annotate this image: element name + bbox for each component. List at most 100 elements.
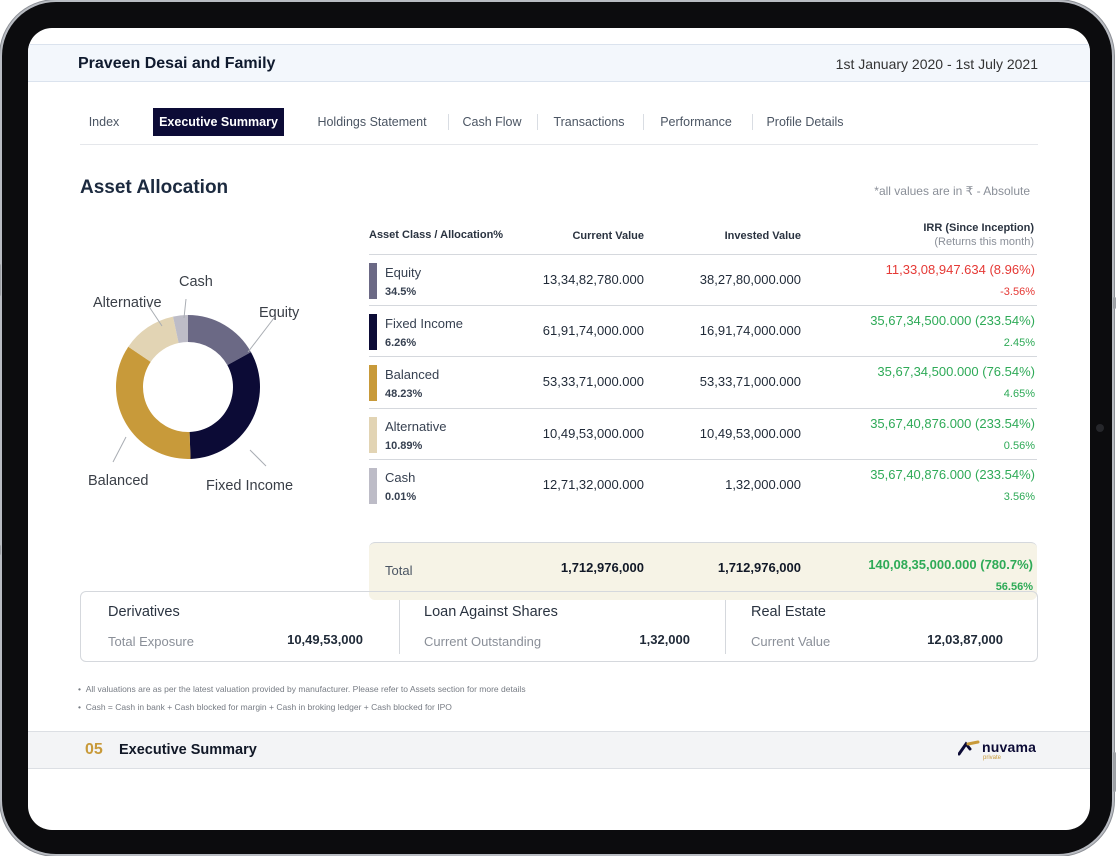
irr-value: 35,67,34,500.000 (76.54%) — [877, 364, 1035, 379]
invested-value: 16,91,74,000.000 — [699, 323, 801, 338]
tab-index[interactable]: Index — [88, 115, 120, 129]
card-loan-against-shares: Loan Against Shares Current Outstanding … — [424, 592, 690, 663]
volume-button — [0, 264, 1, 296]
header-irr: IRR (Since Inception) — [923, 222, 1034, 234]
card-label: Total Exposure — [108, 634, 194, 649]
color-bar — [369, 314, 377, 350]
card-title: Real Estate — [751, 604, 826, 620]
total-row: Total 1,712,976,000 1,712,976,000 140,08… — [369, 542, 1037, 600]
total-irr-month: 56.56% — [995, 581, 1033, 593]
invested-value: 1,32,000.000 — [725, 477, 801, 492]
total-irr-value: 140,08,35,000.000 (780.7%) — [868, 557, 1033, 572]
card-real-estate: Real Estate Current Value 12,03,87,000 — [751, 592, 1003, 663]
irr-value: 35,67,40,876.000 (233.54%) — [870, 467, 1035, 482]
donut-svg — [112, 298, 275, 467]
asset-name: Fixed Income — [385, 316, 464, 331]
volume-button — [0, 545, 1, 555]
tab-divider — [752, 114, 753, 130]
invested-value: 10,49,53,000.000 — [699, 426, 801, 441]
total-label: Total — [385, 563, 413, 578]
color-bar — [369, 365, 377, 401]
brand-logo: nuvama private — [958, 738, 1038, 764]
tab-divider — [537, 114, 538, 130]
invested-value: 38,27,80,000.000 — [699, 272, 801, 287]
donut-segment-equity — [188, 315, 251, 366]
tab-cash-flow[interactable]: Cash Flow — [462, 115, 522, 129]
irr-month: -3.56% — [1000, 286, 1035, 298]
power-button — [1113, 297, 1116, 309]
current-value: 12,71,32,000.000 — [542, 477, 644, 492]
irr-value: 35,67,34,500.000 (233.54%) — [870, 313, 1035, 328]
date-range: 1st January 2020 - 1st July 2021 — [835, 56, 1038, 72]
irr-value: 11,33,08,947.634 (8.96%) — [885, 262, 1035, 277]
leader-line-fixed-income — [249, 449, 267, 467]
donut-label-balanced: Balanced — [88, 473, 149, 489]
values-note: *all values are in ₹ - Absolute — [874, 184, 1030, 198]
donut-label-fixed-income: Fixed Income — [206, 478, 294, 494]
card-label: Current Outstanding — [424, 634, 542, 649]
footnote: • All valuations are as per the latest v… — [78, 684, 526, 694]
card-value: 10,49,53,000 — [287, 632, 363, 647]
card-value: 12,03,87,000 — [927, 632, 1003, 647]
card-title: Derivatives — [108, 604, 180, 620]
donut-segment-alternative — [128, 316, 179, 362]
screen: Praveen Desai and Family 1st January 202… — [28, 28, 1090, 830]
donut-segment-fixed-income — [189, 352, 260, 459]
tab-transactions[interactable]: Transactions — [553, 115, 625, 129]
leader-line-cash — [183, 298, 187, 319]
total-invested-value: 1,712,976,000 — [717, 560, 801, 575]
donut-label-alternative: Alternative — [93, 295, 162, 311]
client-name: Praveen Desai and Family — [78, 55, 276, 72]
irr-value: 35,67,40,876.000 (233.54%) — [870, 416, 1035, 431]
donut-label-equity: Equity — [259, 305, 300, 321]
footnote-text: Cash = Cash in bank + Cash blocked for m… — [85, 702, 452, 712]
asset-name: Equity — [385, 265, 422, 280]
header-asset-class: Asset Class / Allocation% — [369, 229, 504, 241]
donut-segment-balanced — [115, 346, 191, 459]
asset-name: Alternative — [385, 419, 447, 434]
irr-month: 0.56% — [1003, 440, 1035, 452]
table-row: Alternative 10.89% 10,49,53,000.000 10,4… — [369, 408, 1037, 459]
tab-performance[interactable]: Performance — [660, 115, 732, 129]
tab-profile-details[interactable]: Profile Details — [766, 115, 844, 129]
footnote: • Cash = Cash in bank + Cash blocked for… — [78, 702, 452, 712]
tab-executive-summary[interactable]: Executive Summary — [153, 108, 284, 136]
card-title: Loan Against Shares — [424, 604, 558, 620]
tab-divider — [448, 114, 449, 130]
current-value: 61,91,74,000.000 — [542, 323, 644, 338]
summary-cards: Derivatives Total Exposure 10,49,53,000 … — [80, 591, 1038, 662]
asset-pct: 0.01% — [385, 491, 417, 503]
color-bar — [369, 417, 377, 453]
color-bar — [369, 468, 377, 504]
section-title: Asset Allocation — [80, 177, 229, 198]
header-irr-sub: (Returns this month) — [934, 236, 1034, 248]
page-number: 05 — [85, 741, 103, 758]
card-value: 1,32,000 — [639, 632, 690, 647]
color-bar — [369, 263, 377, 299]
asset-allocation-donut: Cash Alternative Equity Balanced Fixed I… — [78, 240, 358, 495]
table-row: Equity 34.5% 13,34,82,780.000 38,27,80,0… — [369, 254, 1037, 305]
asset-pct: 34.5% — [385, 286, 417, 298]
current-value: 13,34,82,780.000 — [542, 272, 644, 287]
card-divider — [399, 600, 400, 654]
total-current-value: 1,712,976,000 — [560, 560, 644, 575]
header-invested-value: Invested Value — [724, 230, 801, 242]
current-value: 10,49,53,000.000 — [542, 426, 644, 441]
asset-pct: 10.89% — [385, 440, 423, 452]
current-value: 53,33,71,000.000 — [542, 374, 644, 389]
camera-icon — [1096, 424, 1104, 432]
brand-sub: private — [983, 755, 1002, 761]
table-row: Fixed Income 6.26% 61,91,74,000.000 16,9… — [369, 305, 1037, 356]
tab-holdings-statement[interactable]: Holdings Statement — [317, 115, 427, 129]
asset-pct: 6.26% — [385, 337, 417, 349]
asset-name: Cash — [385, 470, 416, 485]
header-current-value: Current Value — [572, 230, 644, 242]
invested-value: 53,33,71,000.000 — [699, 374, 801, 389]
irr-month: 3.56% — [1003, 491, 1035, 503]
nuvama-logo-icon — [958, 740, 980, 756]
report-header: Praveen Desai and Family 1st January 202… — [28, 44, 1090, 82]
leader-line-equity — [247, 317, 275, 353]
report-tabs: Index Executive Summary Holdings Stateme… — [80, 108, 1038, 145]
card-label: Current Value — [751, 634, 831, 649]
